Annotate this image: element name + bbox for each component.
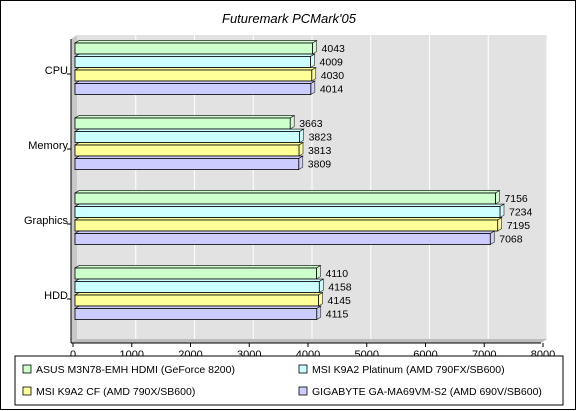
- y-category-label: CPU: [45, 65, 68, 77]
- bar-side-face: [289, 115, 295, 130]
- x-tick-label: 0: [70, 349, 76, 361]
- bar: [74, 219, 499, 232]
- bar-side-face: [311, 67, 317, 82]
- data-label: 4110: [325, 268, 348, 280]
- data-label: 3813: [308, 145, 332, 157]
- bar: [74, 192, 496, 205]
- data-label: 4030: [321, 70, 345, 82]
- legend-swatch: [22, 364, 32, 374]
- bar: [74, 281, 320, 293]
- data-label: 3809: [308, 159, 332, 171]
- bar-side-face: [298, 142, 304, 157]
- bar-side-face: [312, 40, 317, 55]
- bar-side-face: [310, 53, 315, 69]
- data-label: 4014: [320, 84, 344, 96]
- data-label: 7156: [504, 193, 528, 205]
- bar: [74, 233, 491, 245]
- data-label: 4009: [320, 57, 344, 69]
- bar-side-face: [489, 230, 495, 246]
- legend-swatch: [298, 364, 308, 374]
- plot-side-wall: [71, 35, 77, 343]
- data-label: 4145: [328, 295, 352, 307]
- y-category-label: Graphics: [24, 215, 69, 227]
- bar: [74, 144, 300, 157]
- legend-box: [14, 355, 564, 406]
- bar-side-face: [499, 203, 505, 219]
- bar-side-face: [310, 80, 316, 96]
- bar: [74, 83, 312, 95]
- bar: [74, 131, 301, 143]
- legend-swatch: [298, 386, 308, 396]
- bar: [74, 42, 313, 55]
- bar-side-face: [318, 292, 323, 307]
- data-label: 3663: [299, 118, 323, 130]
- bar-side-face: [318, 278, 324, 294]
- legend-label: GIGABYTE GA-MA69VM-S2 (AMD 690V/SB600): [312, 386, 542, 398]
- bar: [74, 294, 319, 307]
- legend-label: MSI K9A2 CF (AMD 790X/SB600): [36, 386, 195, 398]
- bar-side-face: [316, 305, 322, 321]
- bar: [74, 158, 300, 170]
- bar: [74, 56, 311, 68]
- chart-title: Futuremark PCMark'05: [222, 11, 357, 26]
- bar: [74, 206, 501, 218]
- bar: [74, 308, 318, 320]
- bar-side-face: [299, 128, 304, 144]
- bar: [74, 117, 291, 130]
- data-label: 4115: [326, 309, 349, 321]
- bar: [74, 69, 313, 82]
- plot-floor: [71, 339, 547, 343]
- data-label: 7234: [509, 207, 533, 219]
- y-category-label: HDD: [44, 290, 68, 302]
- bar-side-face: [316, 265, 321, 280]
- legend-label: MSI K9A2 Platinum (AMD 790FX/SB600): [312, 364, 505, 376]
- bar-side-face: [497, 217, 503, 232]
- data-label: 4158: [328, 282, 352, 294]
- legend-label: ASUS M3N78-EMH HDMI (GeForce 8200): [36, 364, 235, 376]
- data-label: 7195: [507, 220, 531, 232]
- legend-swatch: [22, 386, 32, 396]
- data-label: 3823: [309, 132, 333, 144]
- y-category-label: Memory: [28, 140, 68, 152]
- data-label: 4043: [322, 43, 346, 55]
- data-label: 7068: [499, 234, 523, 246]
- bar-side-face: [298, 155, 304, 171]
- bar: [74, 267, 317, 280]
- bar-side-face: [495, 190, 500, 205]
